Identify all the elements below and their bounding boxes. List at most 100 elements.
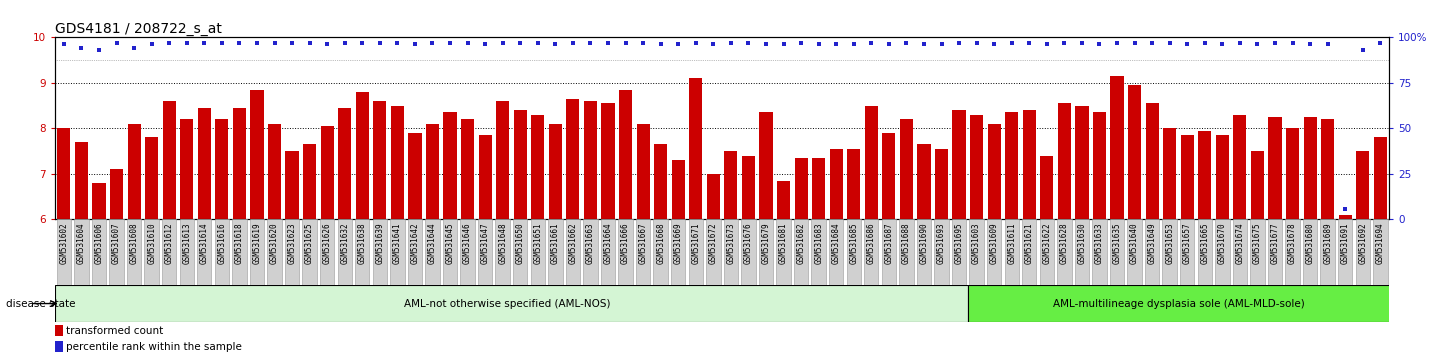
FancyBboxPatch shape [637, 219, 650, 285]
Text: GSM531616: GSM531616 [218, 223, 226, 264]
Bar [233, 108, 247, 219]
FancyBboxPatch shape [758, 219, 773, 285]
Text: GSM531691: GSM531691 [1341, 223, 1350, 264]
Bar [1005, 112, 1018, 219]
Text: GSM531606: GSM531606 [94, 223, 103, 264]
FancyBboxPatch shape [1232, 219, 1247, 285]
Text: GSM531633: GSM531633 [1095, 223, 1103, 264]
Bar [268, 124, 281, 219]
Text: GSM531612: GSM531612 [165, 223, 174, 264]
Bar [58, 128, 71, 219]
Text: GSM531666: GSM531666 [621, 223, 631, 264]
Bar [970, 115, 983, 219]
Text: GSM531613: GSM531613 [183, 223, 191, 264]
Point [1018, 40, 1041, 45]
Text: GSM531638: GSM531638 [358, 223, 367, 264]
Point [684, 40, 708, 45]
Point [719, 40, 742, 45]
FancyBboxPatch shape [303, 219, 316, 285]
FancyBboxPatch shape [916, 219, 931, 285]
Bar [637, 124, 650, 219]
Bar [1304, 117, 1317, 219]
Point [526, 40, 550, 45]
Bar [1251, 151, 1264, 219]
Text: GSM531689: GSM531689 [1324, 223, 1333, 264]
Bar [197, 108, 210, 219]
Text: GSM531690: GSM531690 [919, 223, 928, 264]
Bar [1215, 135, 1230, 219]
Point [87, 47, 110, 53]
Bar [303, 144, 316, 219]
Text: GSM531688: GSM531688 [902, 223, 911, 264]
Text: GSM531672: GSM531672 [709, 223, 718, 264]
Text: GSM531602: GSM531602 [59, 223, 68, 264]
Point [1141, 40, 1164, 45]
Text: GSM531651: GSM531651 [534, 223, 542, 264]
Bar [392, 105, 405, 219]
Point [771, 42, 795, 47]
FancyBboxPatch shape [55, 285, 967, 322]
Bar [478, 135, 492, 219]
Point [193, 40, 216, 45]
Point [386, 40, 409, 45]
Bar [918, 144, 931, 219]
FancyBboxPatch shape [951, 219, 966, 285]
Text: GSM531608: GSM531608 [129, 223, 139, 264]
Point [334, 40, 357, 45]
Text: percentile rank within the sample: percentile rank within the sample [65, 342, 242, 352]
Bar [777, 181, 790, 219]
Bar [812, 158, 825, 219]
Point [1228, 40, 1251, 45]
Point [737, 40, 760, 45]
FancyBboxPatch shape [566, 219, 580, 285]
Text: GSM531611: GSM531611 [1008, 223, 1016, 264]
FancyBboxPatch shape [373, 219, 387, 285]
FancyBboxPatch shape [548, 219, 563, 285]
Text: GSM531640: GSM531640 [1130, 223, 1140, 264]
Bar [584, 101, 597, 219]
Point [667, 42, 690, 47]
Point [561, 40, 584, 45]
FancyBboxPatch shape [338, 219, 352, 285]
Text: GSM531632: GSM531632 [341, 223, 349, 264]
FancyBboxPatch shape [706, 219, 721, 285]
Text: GSM531639: GSM531639 [376, 223, 384, 264]
FancyBboxPatch shape [1180, 219, 1195, 285]
Text: transformed count: transformed count [65, 326, 164, 336]
FancyBboxPatch shape [671, 219, 686, 285]
Bar [742, 156, 755, 219]
Point [438, 40, 461, 45]
Point [912, 42, 935, 47]
FancyBboxPatch shape [249, 219, 264, 285]
FancyBboxPatch shape [1198, 219, 1212, 285]
Text: GSM531649: GSM531649 [1147, 223, 1157, 264]
Point [1105, 40, 1128, 45]
Bar [548, 124, 563, 219]
Bar [1321, 119, 1334, 219]
FancyBboxPatch shape [1074, 219, 1089, 285]
Text: GSM531657: GSM531657 [1183, 223, 1192, 264]
FancyBboxPatch shape [145, 219, 160, 285]
Point [1317, 42, 1340, 47]
FancyBboxPatch shape [654, 219, 668, 285]
FancyBboxPatch shape [1163, 219, 1177, 285]
Bar [162, 101, 175, 219]
Text: GDS4181 / 208722_s_at: GDS4181 / 208722_s_at [55, 22, 222, 36]
Bar [1022, 110, 1035, 219]
Text: GSM531618: GSM531618 [235, 223, 244, 264]
FancyBboxPatch shape [689, 219, 703, 285]
Text: GSM531679: GSM531679 [761, 223, 770, 264]
Text: GSM531626: GSM531626 [323, 223, 332, 264]
FancyBboxPatch shape [496, 219, 510, 285]
Text: GSM531662: GSM531662 [568, 223, 577, 264]
Text: GSM531681: GSM531681 [779, 223, 787, 264]
Text: GSM531680: GSM531680 [1305, 223, 1315, 264]
Text: GSM531625: GSM531625 [304, 223, 315, 264]
Text: GSM531653: GSM531653 [1166, 223, 1175, 264]
Point [983, 42, 1006, 47]
FancyBboxPatch shape [864, 219, 879, 285]
Bar [215, 119, 229, 219]
Text: GSM531641: GSM531641 [393, 223, 402, 264]
Bar [795, 158, 808, 219]
Bar [1356, 151, 1369, 219]
